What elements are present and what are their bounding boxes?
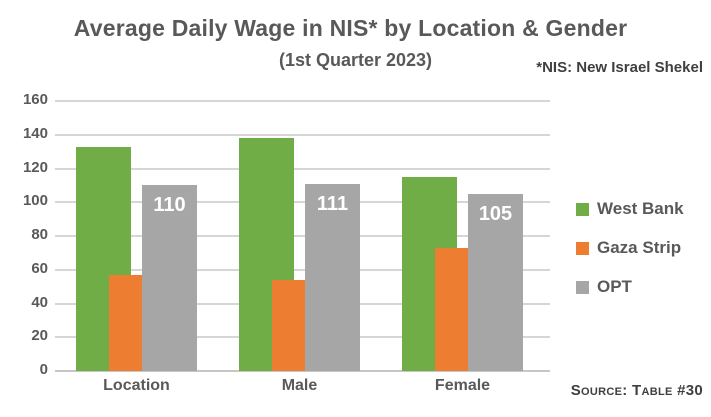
gaza-strip-swatch-icon <box>576 241 589 255</box>
x-axis-label: Male <box>281 377 318 394</box>
bar-value-label: 110 <box>153 194 186 217</box>
gridline-120 <box>55 167 550 170</box>
bar-value-label: 105 <box>478 202 513 225</box>
bar-opt-location <box>142 185 197 371</box>
currency-note: *NIS: New Israel Shekel <box>536 59 703 76</box>
y-axis-label: 120 <box>22 158 48 176</box>
gridline-80 <box>55 235 550 237</box>
legend-label: OPT <box>597 277 632 296</box>
y-axis-label: 140 <box>22 124 48 142</box>
west-bank-swatch-icon <box>576 202 589 216</box>
legend-item-opt: OPT <box>576 277 684 296</box>
gridline-60 <box>55 268 550 271</box>
gridline-0 <box>55 370 550 372</box>
y-axis-label: 20 <box>31 327 48 345</box>
bar-opt-female <box>468 193 523 371</box>
opt-swatch-icon <box>576 280 589 294</box>
x-axis-label: Location <box>103 377 170 394</box>
y-axis-label: 60 <box>31 259 48 277</box>
legend-label: Gaza Strip <box>597 238 682 257</box>
legend-label: West Bank <box>597 199 684 218</box>
y-axis-label: 100 <box>22 192 48 210</box>
bar-opt-male <box>305 183 360 371</box>
legend-item-gaza-strip: Gaza Strip <box>576 238 684 257</box>
y-axis-label: 160 <box>22 91 48 108</box>
x-axis-label: Female <box>434 377 491 394</box>
y-axis-label: 80 <box>31 226 48 243</box>
source-caption: Source: Table #30 <box>570 382 703 399</box>
y-axis-label: 0 <box>39 361 48 378</box>
y-axis-label: 40 <box>31 293 48 311</box>
bar-value-label: 111 <box>316 192 349 215</box>
legend: West Bank Gaza Strip OPT <box>576 199 684 319</box>
legend-item-west-bank: West Bank <box>576 199 684 218</box>
gridline-160 <box>55 100 550 102</box>
gridline-140 <box>55 133 550 136</box>
gridline-100 <box>55 201 550 204</box>
chart-title: Average Daily Wage in NIS* by Location &… <box>73 15 628 41</box>
chart-subtitle: (1st Quarter 2023) <box>278 50 433 70</box>
